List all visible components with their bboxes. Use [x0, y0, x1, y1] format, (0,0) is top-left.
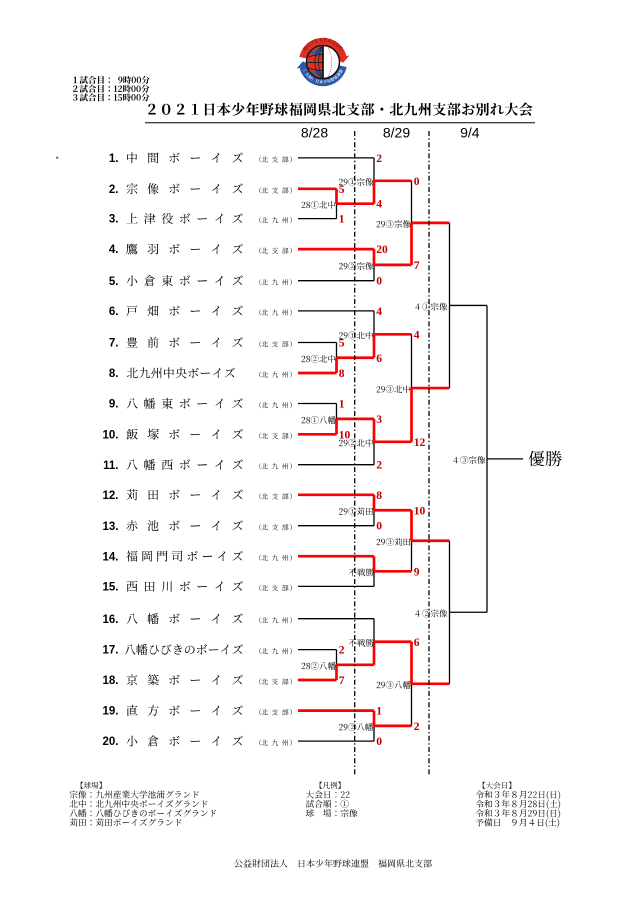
svg-text:0: 0: [376, 275, 382, 288]
svg-text:8: 8: [339, 367, 345, 380]
svg-text:20.: 20.: [103, 736, 119, 748]
svg-text:10: 10: [414, 504, 426, 517]
svg-text:8/29: 8/29: [383, 125, 410, 141]
svg-text:1: 1: [339, 213, 345, 226]
svg-text:14.: 14.: [103, 551, 119, 563]
svg-text:9/4: 9/4: [460, 125, 480, 141]
svg-text:11.: 11.: [103, 460, 118, 472]
svg-text:12: 12: [414, 436, 426, 449]
svg-text:16.: 16.: [103, 614, 119, 626]
svg-text:4: 4: [376, 198, 382, 211]
svg-text:7: 7: [414, 259, 420, 272]
svg-text:18.: 18.: [103, 675, 119, 687]
svg-text:3.: 3.: [109, 214, 119, 226]
svg-text:9.: 9.: [109, 399, 119, 411]
svg-text:0: 0: [376, 520, 382, 533]
svg-text:5: 5: [339, 337, 345, 350]
svg-text:3: 3: [376, 413, 382, 426]
svg-text:17.: 17.: [103, 645, 119, 657]
svg-text:7: 7: [339, 674, 345, 687]
svg-text:4.: 4.: [109, 244, 119, 256]
svg-text:2: 2: [376, 152, 382, 165]
svg-text:19.: 19.: [103, 706, 119, 718]
svg-text:8/28: 8/28: [301, 125, 328, 141]
svg-text:5: 5: [339, 183, 345, 196]
svg-text:6: 6: [414, 636, 420, 649]
svg-text:2: 2: [414, 720, 420, 733]
svg-text:20: 20: [376, 243, 388, 256]
svg-text:2: 2: [339, 644, 345, 657]
svg-text:15.: 15.: [103, 582, 119, 594]
svg-text:8.: 8.: [109, 368, 119, 380]
svg-text:9: 9: [414, 565, 420, 578]
svg-text:6.: 6.: [109, 306, 119, 318]
svg-text:1: 1: [376, 705, 382, 718]
svg-text:8: 8: [376, 489, 382, 502]
svg-text:5.: 5.: [109, 276, 119, 288]
svg-text:4: 4: [376, 305, 382, 318]
svg-text:2.: 2.: [109, 184, 119, 196]
svg-text:10: 10: [339, 428, 351, 441]
svg-text:1.: 1.: [109, 153, 119, 165]
svg-text:0: 0: [414, 175, 420, 188]
svg-text:7.: 7.: [109, 338, 119, 350]
svg-text:10.: 10.: [103, 429, 119, 441]
svg-text:13.: 13.: [103, 521, 119, 533]
svg-text:6: 6: [376, 352, 382, 365]
svg-text:0: 0: [376, 735, 382, 748]
svg-text:4: 4: [414, 328, 420, 341]
svg-text:2: 2: [376, 459, 382, 472]
svg-text:1: 1: [339, 398, 345, 411]
svg-text:12.: 12.: [103, 490, 119, 502]
